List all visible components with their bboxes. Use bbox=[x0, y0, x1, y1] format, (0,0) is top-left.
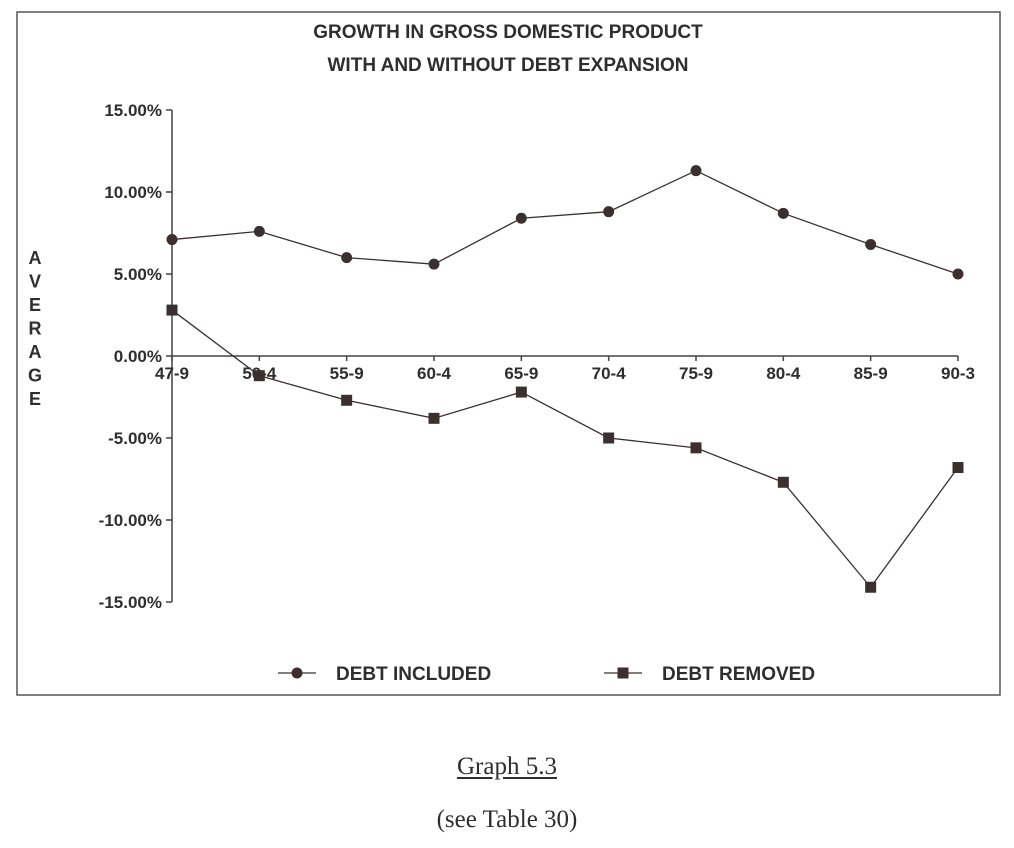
y-axis-label-letter: A bbox=[29, 342, 42, 362]
data-point-2 bbox=[952, 462, 964, 474]
legend-marker-circle bbox=[291, 667, 303, 679]
data-point-1 bbox=[777, 207, 789, 219]
series-line-1 bbox=[171, 169, 959, 275]
data-point-2 bbox=[515, 386, 527, 398]
data-point-1 bbox=[603, 206, 615, 218]
data-point-2 bbox=[341, 394, 353, 406]
data-point-1 bbox=[166, 234, 178, 246]
data-point-1 bbox=[690, 165, 702, 177]
y-tick-label: -10.00% bbox=[99, 511, 162, 530]
x-tick-label: 55-9 bbox=[330, 364, 364, 383]
data-point-2 bbox=[777, 476, 789, 488]
x-tick-label: 70-4 bbox=[592, 364, 627, 383]
caption-title: Graph 5.3 bbox=[457, 753, 557, 780]
x-tick-label: 65-9 bbox=[504, 364, 538, 383]
data-point-1 bbox=[515, 212, 527, 224]
data-point-1 bbox=[253, 225, 265, 237]
legend: DEBT INCLUDED DEBT REMOVED bbox=[278, 664, 815, 685]
data-point-1 bbox=[341, 252, 353, 264]
y-axis-label-letter: R bbox=[29, 319, 42, 339]
data-point-2 bbox=[166, 304, 178, 316]
y-tick-label: 5.00% bbox=[114, 265, 162, 284]
data-point-1 bbox=[865, 238, 877, 250]
data-point-1 bbox=[952, 268, 964, 280]
legend-label: DEBT REMOVED bbox=[662, 664, 815, 685]
y-tick-label: -5.00% bbox=[108, 429, 162, 448]
x-tick-label: 75-9 bbox=[679, 364, 713, 383]
caption-note: (see Table 30) bbox=[436, 806, 578, 833]
chart-frame bbox=[16, 11, 1001, 696]
y-tick-label: 15.00% bbox=[104, 101, 162, 120]
series-line-2 bbox=[171, 309, 959, 589]
y-axis-label-letter: V bbox=[29, 272, 41, 292]
series-layer bbox=[166, 165, 964, 593]
x-tick-label: 85-9 bbox=[854, 364, 888, 383]
data-point-2 bbox=[603, 432, 615, 444]
legend-marker-square bbox=[617, 667, 629, 679]
chart-title-line-1: GROWTH IN GROSS DOMESTIC PRODUCT bbox=[313, 22, 703, 43]
data-point-1 bbox=[428, 258, 440, 270]
legend-label: DEBT INCLUDED bbox=[336, 664, 491, 685]
y-axis-label-letter: E bbox=[29, 295, 41, 315]
y-axis-label-letter: A bbox=[29, 248, 42, 268]
y-tick-label: 10.00% bbox=[104, 183, 162, 202]
x-tick-label: 60-4 bbox=[417, 364, 452, 383]
data-point-2 bbox=[428, 412, 440, 424]
data-point-2 bbox=[253, 370, 265, 382]
x-tick-label: 47-9 bbox=[155, 364, 189, 383]
x-tick-label: 90-3 bbox=[941, 364, 975, 383]
y-tick-label: 0.00% bbox=[114, 347, 162, 366]
data-point-2 bbox=[690, 442, 702, 454]
x-tick-label: 80-4 bbox=[766, 364, 801, 383]
y-tick-label: -15.00% bbox=[99, 593, 162, 612]
y-axis-label-letter: G bbox=[28, 366, 42, 386]
chart-title-line-2: WITH AND WITHOUT DEBT EXPANSION bbox=[328, 55, 689, 76]
y-axis-label-letter: E bbox=[29, 389, 41, 409]
data-point-2 bbox=[865, 581, 877, 593]
